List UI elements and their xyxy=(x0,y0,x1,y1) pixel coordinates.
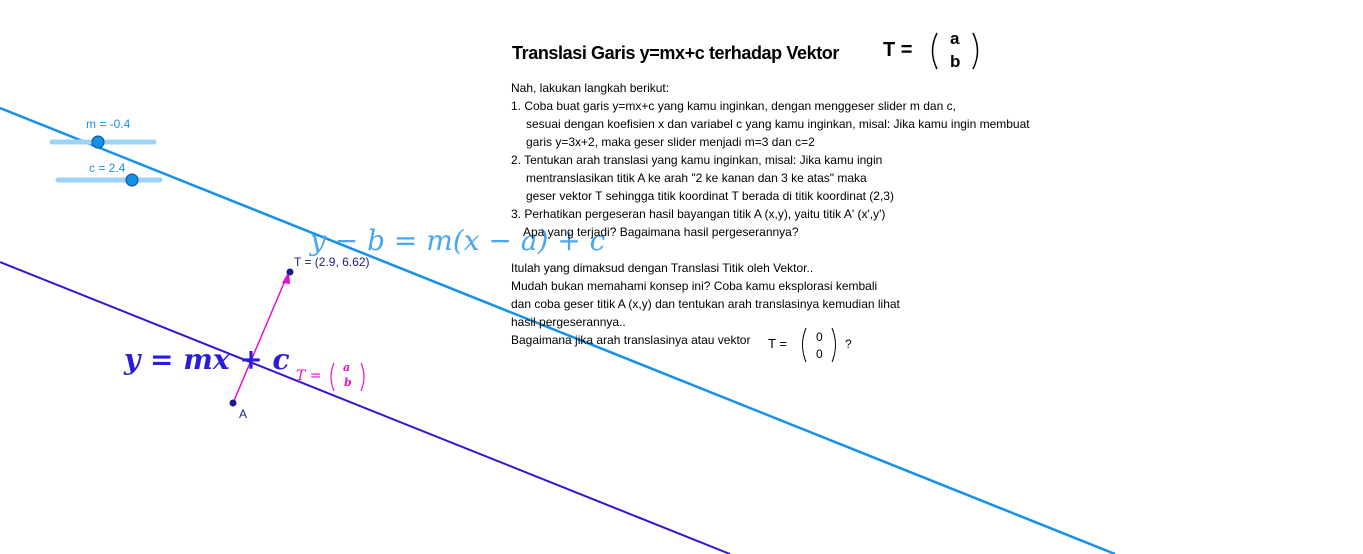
paren xyxy=(972,32,979,70)
instruction: 2. Tentukan arah translasi yang kamu ing… xyxy=(511,153,883,167)
paren xyxy=(802,327,807,363)
question: Bagaimana jika arah translasinya atau ve… xyxy=(511,333,751,347)
formula-vector-bottom: b xyxy=(344,376,352,389)
question-vector-bottom: 0 xyxy=(816,347,823,361)
instruction: hasil pergeserannya.. xyxy=(511,315,626,329)
slider-m-handle[interactable] xyxy=(91,135,105,149)
panel-vector-bottom: b xyxy=(950,52,961,71)
instruction: geser vektor T sehingga titik koordinat … xyxy=(526,189,894,203)
paren xyxy=(931,32,938,70)
formula-vector-top: a xyxy=(343,361,351,374)
paren xyxy=(330,362,335,392)
instruction: Mudah bukan memahami konsep ini? Coba ka… xyxy=(511,279,878,293)
instruction: mentranslasikan titik A ke arah "2 ke ka… xyxy=(526,171,867,185)
instruction: Apa yang terjadi? Bagaimana hasil perges… xyxy=(523,225,799,239)
question-vector: T = xyxy=(768,336,787,351)
instruction: 1. Coba buat garis y=mx+c yang kamu ingi… xyxy=(511,99,956,113)
question-end: ? xyxy=(845,337,852,351)
line-original xyxy=(0,261,731,554)
paren xyxy=(831,327,836,363)
instruction: garis y=3x+2, maka geser slider menjadi … xyxy=(526,135,815,149)
panel-vector-top: a xyxy=(950,29,960,48)
formula-line: y = mx + c xyxy=(124,343,290,376)
point-label: A xyxy=(239,407,248,421)
line-translated xyxy=(0,106,1116,554)
instruction: sesuai dengan koefisien x dan variabel c… xyxy=(526,117,1030,131)
instruction: Nah, lakukan langkah berikut: xyxy=(511,81,670,95)
point-label: T = (2.9, 6.62) xyxy=(294,255,370,269)
panel-vector: T = xyxy=(883,39,913,61)
formula-vector: T = xyxy=(296,368,322,384)
formula-translated: y − b = m(x − a) + c xyxy=(310,224,606,257)
paren xyxy=(360,362,365,392)
slider-c-handle[interactable] xyxy=(125,173,139,187)
instruction: dan coba geser titik A (x,y) dan tentuka… xyxy=(511,297,900,311)
slider-label: m = -0.4 xyxy=(86,117,131,131)
instruction: 3. Perhatikan pergeseran hasil bayangan … xyxy=(511,207,886,221)
instruction: Itulah yang dimaksud dengan Translasi Ti… xyxy=(511,261,814,275)
question-vector-top: 0 xyxy=(816,330,823,344)
panel-title: Translasi Garis y=mx+c terhadap Vektor xyxy=(512,43,839,63)
slider-label: c = 2.4 xyxy=(89,161,126,175)
vector-T xyxy=(232,275,288,404)
point-T[interactable] xyxy=(286,268,294,276)
point-A[interactable] xyxy=(229,399,237,407)
